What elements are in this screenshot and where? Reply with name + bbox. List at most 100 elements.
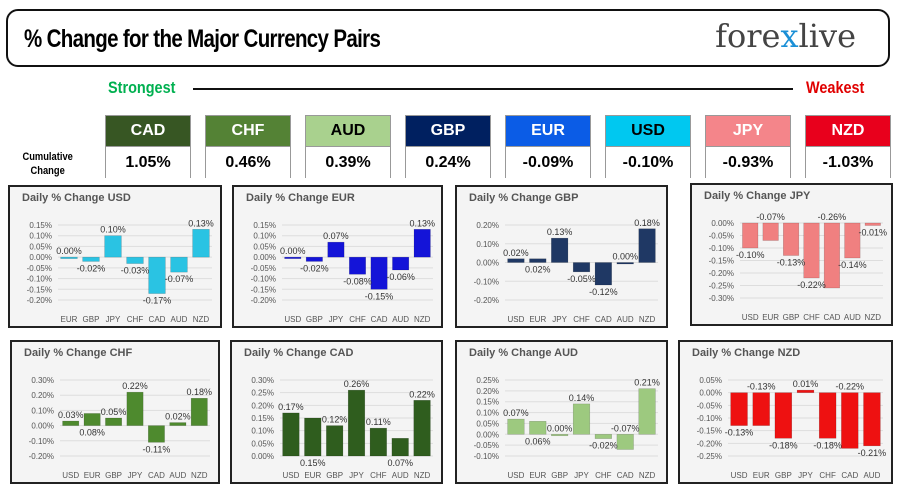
data-label: -0.22%: [836, 382, 865, 392]
bar-nzd: [190, 397, 208, 426]
y-tick-label: 0.05%: [251, 439, 274, 448]
bar-usd: [730, 392, 748, 426]
data-label: 0.00%: [612, 252, 638, 262]
y-tick-label: -0.05%: [697, 401, 722, 410]
y-tick-label: 0.00%: [251, 452, 274, 461]
data-label: 0.18%: [187, 387, 213, 397]
x-tick-label: JPY: [349, 471, 364, 480]
data-label: 0.22%: [122, 381, 148, 391]
cumulative-value: 0.24%: [406, 147, 490, 179]
y-tick-label: -0.15%: [697, 427, 722, 436]
data-label: 0.07%: [387, 458, 413, 468]
chart-title: Daily % Change JPY: [704, 190, 811, 202]
x-tick-label: USD: [284, 315, 301, 324]
chart-title: Daily % Change AUD: [469, 347, 579, 359]
data-label: -0.02%: [300, 263, 329, 273]
bar-nzd: [864, 222, 881, 226]
bar-eur: [529, 421, 547, 435]
chart-plot: -0.30%-0.25%-0.20%-0.15%-0.10%-0.05%0.00…: [709, 212, 888, 322]
x-tick-label: JPY: [798, 471, 813, 480]
bar-chf: [349, 256, 366, 275]
y-tick-label: 0.05%: [253, 242, 276, 251]
data-label: -0.01%: [859, 228, 888, 238]
bar-nzd: [638, 388, 656, 435]
y-tick-label: 0.00%: [253, 253, 276, 262]
chart-jpy: Daily % Change JPY -0.30% -0.25% -0.20% -0.1…: [690, 183, 893, 326]
y-tick-label: -0.10%: [474, 452, 499, 461]
data-label: -0.14%: [838, 260, 867, 270]
y-tick-label: 0.05%: [476, 419, 499, 428]
bar-eur: [60, 256, 78, 259]
bar-nzd: [413, 229, 431, 258]
x-tick-label: JPY: [329, 315, 344, 324]
cumulative-value: 1.05%: [106, 147, 190, 179]
bar-usd: [507, 418, 525, 435]
bar-cad: [616, 434, 634, 450]
x-tick-label: CHF: [595, 471, 612, 480]
y-tick-label: 0.10%: [31, 406, 54, 415]
y-tick-label: -0.10%: [251, 275, 276, 284]
x-tick-label: JPY: [106, 315, 121, 324]
bar-eur: [83, 413, 101, 426]
currency-box-jpy: JPY -0.93%: [705, 115, 791, 179]
cumulative-value: 0.39%: [306, 147, 390, 179]
x-tick-label: NZD: [193, 315, 210, 324]
x-tick-label: CHF: [819, 471, 836, 480]
x-tick-label: USD: [282, 471, 299, 480]
chart-title: Daily % Change CHF: [24, 347, 133, 359]
y-tick-label: -0.20%: [474, 296, 499, 305]
y-tick-label: 0.10%: [253, 232, 276, 241]
y-tick-label: -0.20%: [709, 269, 734, 278]
chart-title: Daily % Change NZD: [692, 347, 801, 359]
x-tick-label: JPY: [552, 315, 567, 324]
x-tick-label: GBP: [326, 471, 343, 480]
strongest-label: Strongest: [108, 78, 176, 97]
x-tick-label: AUD: [392, 471, 409, 480]
bar-cad: [148, 256, 166, 294]
y-tick-label: 0.30%: [251, 376, 274, 385]
y-tick-label: 0.05%: [29, 242, 52, 251]
data-label: -0.15%: [365, 291, 394, 301]
y-tick-label: 0.15%: [251, 414, 274, 423]
bar-jpy: [347, 389, 366, 457]
data-label: 0.17%: [278, 402, 304, 412]
chart-gbp: Daily % Change GBP -0.20% -0.10% 0.00% 0.10%…: [455, 185, 668, 328]
data-label: -0.13%: [725, 428, 754, 438]
y-tick-label: 0.20%: [31, 391, 54, 400]
bar-aud: [844, 222, 861, 259]
y-tick-label: -0.20%: [27, 296, 52, 305]
bar-jpy: [572, 403, 591, 435]
data-label: -0.07%: [165, 274, 194, 284]
data-label: -0.21%: [858, 448, 887, 458]
y-tick-label: 0.00%: [476, 259, 499, 268]
bar-aud: [392, 256, 410, 271]
y-tick-label: -0.05%: [251, 264, 276, 273]
data-label: 0.10%: [100, 225, 126, 235]
bar-gbp: [783, 222, 800, 256]
y-tick-label: -0.25%: [697, 452, 722, 461]
x-tick-label: CHF: [370, 471, 387, 480]
chart-title: Daily % Change GBP: [469, 192, 579, 204]
chart-nzd: Daily % Change NZD -0.25% -0.20% -0.15% -0.1…: [678, 340, 893, 484]
chart-aud: Daily % Change AUD -0.10% -0.05% 0.00% 0.05%…: [455, 340, 668, 484]
currency-box-chf: CHF 0.46%: [205, 115, 291, 179]
data-label: -0.10%: [736, 250, 765, 260]
bar-usd: [62, 420, 80, 426]
chart-plot: -0.10% -0.05% 0.00% 0.05%0.10% 0.15% 0.20% 0.2…: [474, 376, 660, 480]
bar-chf: [594, 434, 612, 439]
data-label: -0.18%: [769, 440, 798, 450]
currency-box-eur: EUR -0.09%: [505, 115, 591, 179]
x-tick-label: NZD: [639, 471, 656, 480]
data-label: -0.02%: [589, 441, 618, 451]
data-label: -0.13%: [747, 382, 776, 392]
y-tick-label: 0.00%: [31, 422, 54, 431]
bar-gbp: [305, 256, 323, 262]
bar-gbp: [551, 434, 569, 437]
data-label: 0.13%: [547, 227, 573, 237]
data-label: -0.17%: [143, 296, 172, 306]
cumulative-value: -0.09%: [506, 147, 590, 179]
x-tick-label: CHF: [127, 315, 144, 324]
y-tick-label: -0.05%: [474, 441, 499, 450]
chart-plot: -0.20%-0.15%-0.10%-0.05%0.00%0.05%0.10%0…: [251, 218, 435, 324]
x-tick-label: USD: [507, 315, 524, 324]
